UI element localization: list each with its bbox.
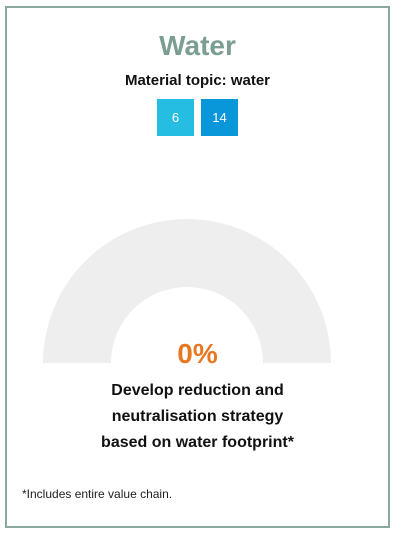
sdg-badge-row: 6 14 bbox=[7, 99, 388, 136]
goal-line-2: neutralisation strategy bbox=[111, 408, 284, 425]
card-title: Water bbox=[159, 30, 236, 61]
goal-line-1: Develop reduction and bbox=[111, 382, 284, 399]
progress-gauge bbox=[43, 219, 331, 363]
goal-description: Develop reduction and neutralisation str… bbox=[67, 378, 328, 456]
sdg-badge-14[interactable]: 14 bbox=[201, 99, 238, 136]
goal-line-3: based on water footprint* bbox=[101, 434, 294, 451]
footnote: *Includes entire value chain. bbox=[22, 487, 173, 501]
gauge-track bbox=[43, 219, 331, 363]
sdg-badge-6[interactable]: 6 bbox=[157, 99, 194, 136]
material-topic-label: Material topic: water bbox=[124, 72, 271, 89]
topic-card: Water Material topic: water 6 14 0% Deve… bbox=[5, 6, 390, 528]
progress-percentage: 0% bbox=[177, 338, 218, 369]
